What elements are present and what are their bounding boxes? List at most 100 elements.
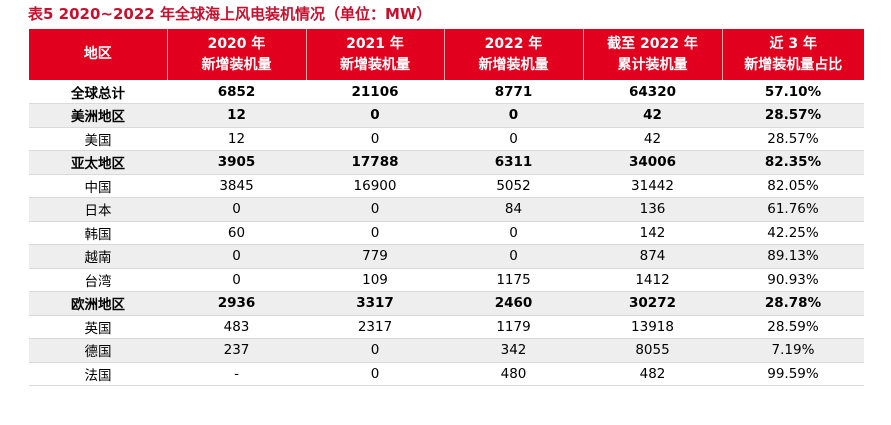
region-cell: 全球总计 [71, 85, 125, 102]
table-row: 美洲地区 12 0 0 42 28.57% [29, 103, 864, 127]
new-2020-cell: 0 [232, 271, 241, 288]
new-2021-cell: 0 [370, 342, 380, 359]
share-cell: 28.78% [764, 295, 822, 312]
share-cell: 42.25% [767, 224, 819, 241]
table-row: 日本 0 0 84 136 61.76% [29, 197, 864, 221]
share-cell: 57.10% [764, 83, 822, 100]
cumulative-cell: 136 [639, 201, 666, 218]
share-cell: 90.93% [767, 271, 819, 288]
table-row: 中国 3845 16900 5052 31442 82.05% [29, 174, 864, 198]
new-2020-cell: 0 [232, 248, 241, 265]
table-row: 台湾 0 109 1175 1412 90.93% [29, 268, 864, 292]
new-2022-cell: 5052 [496, 177, 531, 194]
header-2022: 2022 年新增装机量 [443, 29, 583, 80]
new-2022-cell: 84 [504, 201, 523, 218]
new-2020-cell: 12 [227, 130, 246, 147]
header-region: 地区 [83, 46, 112, 62]
new-2021-cell: 779 [362, 248, 388, 265]
cumulative-cell: 42 [643, 107, 662, 124]
cumulative-cell: 1412 [635, 271, 670, 288]
new-2022-cell: 1179 [496, 318, 531, 335]
region-cell: 越南 [84, 250, 112, 267]
share-cell: 99.59% [767, 365, 819, 382]
new-2021-cell: 16900 [353, 177, 397, 194]
share-cell: 61.76% [767, 201, 819, 218]
table-row: 德国 237 0 342 8055 7.19% [29, 338, 864, 362]
region-cell: 日本 [84, 203, 112, 220]
table-row: 韩国 60 0 0 142 42.25% [29, 221, 864, 245]
header-row: 地区 2020 年新增装机量 2021 年新增装机量 2022 年新增装机量 截… [29, 29, 864, 80]
region-cell: 中国 [84, 179, 112, 196]
share-cell: 28.57% [767, 130, 819, 147]
cumulative-cell: 34006 [629, 154, 676, 171]
new-2020-cell: 237 [223, 342, 250, 359]
table-row: 亚太地区 3905 17788 6311 34006 82.35% [29, 150, 864, 174]
new-2022-cell: 8771 [494, 83, 533, 100]
table-row: 全球总计 6852 21106 8771 64320 57.10% [29, 80, 864, 104]
new-2022-cell: 1175 [496, 271, 531, 288]
new-2020-cell: 3845 [219, 177, 254, 194]
region-cell: 英国 [84, 320, 112, 337]
new-2022-cell: 0 [509, 248, 518, 265]
region-cell: 韩国 [84, 226, 112, 243]
table-row: 美国 12 0 0 42 28.57% [29, 127, 864, 151]
cumulative-cell: 42 [643, 130, 662, 147]
new-2021-cell: 0 [370, 130, 380, 147]
new-2022-cell: 0 [509, 130, 518, 147]
table-row: 法国 - 0 480 482 99.59% [29, 362, 864, 386]
cumulative-cell: 64320 [629, 83, 676, 100]
header-cumulative: 截至 2022 年累计装机量 [582, 29, 722, 80]
share-cell: 89.13% [767, 248, 819, 265]
share-cell: 28.57% [764, 107, 822, 124]
new-2021-cell: 17788 [351, 154, 399, 171]
table-body: 全球总计 6852 21106 8771 64320 57.10% 美洲地区 12 0 0 42 28… [29, 80, 864, 386]
cumulative-cell: 482 [639, 365, 666, 382]
new-2021-cell: 0 [370, 107, 380, 124]
table-title: 表5 2020~2022 年全球海上风电装机情况（单位：MW） [28, 5, 432, 23]
new-2020-cell: 12 [227, 107, 246, 124]
share-cell: 82.05% [767, 177, 819, 194]
region-cell: 亚太地区 [71, 156, 125, 173]
table-row: 英国 483 2317 1179 13918 28.59% [29, 315, 864, 339]
table-row: 欧洲地区 2936 3317 2460 30272 28.78% [29, 291, 864, 315]
new-2020-cell: 2936 [217, 295, 256, 312]
share-cell: 28.59% [767, 318, 819, 335]
cumulative-cell: 13918 [631, 318, 674, 335]
new-2022-cell: 480 [500, 365, 527, 382]
new-2021-cell: 0 [370, 365, 380, 382]
offshore-wind-table: 地区 2020 年新增装机量 2021 年新增装机量 2022 年新增装机量 截… [29, 29, 864, 386]
cumulative-cell: 8055 [635, 342, 670, 359]
new-2021-cell: 21106 [351, 83, 399, 100]
new-2021-cell: 109 [362, 271, 388, 288]
new-2021-cell: 3317 [356, 295, 394, 312]
header-2021: 2021 年新增装机量 [305, 29, 444, 80]
region-cell: 欧洲地区 [71, 297, 125, 314]
new-2022-cell: 0 [508, 107, 519, 124]
new-2022-cell: 6311 [494, 154, 533, 171]
new-2021-cell: 2317 [357, 318, 393, 335]
region-cell: 德国 [84, 344, 112, 361]
new-2021-cell: 0 [370, 201, 380, 218]
cumulative-cell: 31442 [631, 177, 674, 194]
region-cell: 台湾 [84, 273, 112, 290]
cumulative-cell: 30272 [629, 295, 676, 312]
region-cell: 美洲地区 [71, 109, 125, 126]
new-2022-cell: 342 [500, 342, 527, 359]
share-cell: 7.19% [771, 342, 815, 359]
new-2020-cell: 0 [232, 201, 241, 218]
region-cell: 法国 [84, 367, 112, 384]
header-2020: 2020 年新增装机量 [166, 29, 306, 80]
cumulative-cell: 142 [639, 224, 666, 241]
cumulative-cell: 874 [639, 248, 666, 265]
header-share: 近 3 年新增装机量占比 [721, 29, 864, 80]
new-2020-cell: 3905 [217, 154, 256, 171]
new-2021-cell: 0 [370, 224, 380, 241]
new-2020-cell: 6852 [217, 83, 256, 100]
new-2022-cell: 2460 [494, 295, 533, 312]
share-cell: 82.35% [764, 154, 822, 171]
table-row: 越南 0 779 0 874 89.13% [29, 244, 864, 268]
new-2020-cell: 483 [223, 318, 250, 335]
new-2022-cell: 0 [509, 224, 518, 241]
region-cell: 美国 [84, 132, 112, 149]
new-2020-cell: - [234, 365, 239, 382]
